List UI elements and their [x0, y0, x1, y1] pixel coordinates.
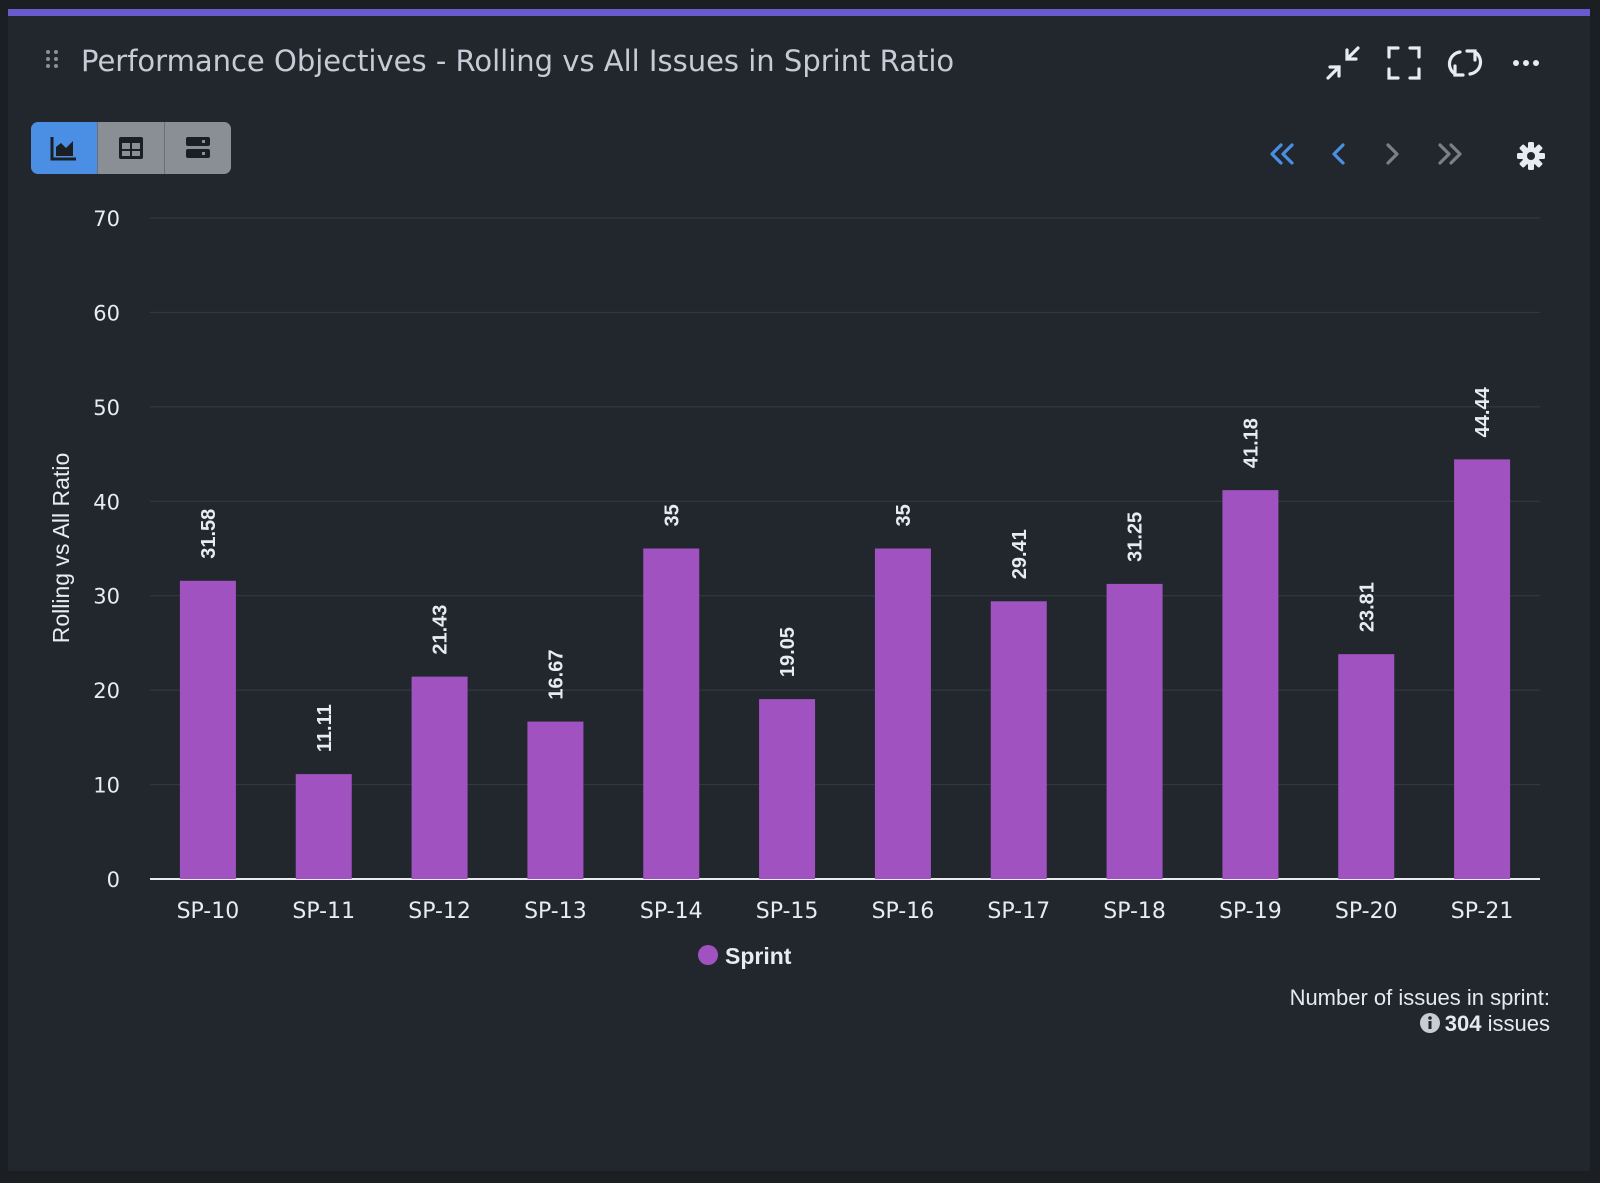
collapse-icon[interactable] — [1324, 44, 1362, 82]
last-page-icon[interactable] — [1434, 138, 1466, 170]
data-label: 23.81 — [1356, 582, 1378, 632]
legend: Sprint — [698, 943, 792, 969]
bar-sp-11[interactable] — [295, 774, 352, 879]
data-label: 29.41 — [1009, 529, 1031, 579]
y-tick-label: 40 — [93, 490, 120, 514]
x-tick-label: SP-18 — [1103, 899, 1166, 924]
bar-sp-12[interactable] — [411, 676, 468, 879]
issue-count-footer: Number of issues in sprint: 304 issues — [1290, 985, 1550, 1037]
data-label: 21.43 — [430, 605, 452, 655]
data-label: 44.44 — [1472, 386, 1494, 437]
bar-sp-18[interactable] — [1106, 583, 1163, 879]
bar-chart: 0 10 20 30 40 50 60 70 31.58 SP-10 11.11 SP-11 21.43… — [48, 207, 1540, 969]
y-tick-label: 20 — [93, 679, 120, 703]
bar-sp-10[interactable] — [179, 580, 236, 879]
drag-handle-icon[interactable] — [44, 48, 60, 74]
list-view-icon — [186, 137, 210, 158]
bar-sp-20[interactable] — [1338, 654, 1395, 879]
refresh-icon[interactable] — [1446, 44, 1484, 82]
bar-sp-17[interactable] — [990, 601, 1047, 879]
x-tick-label: SP-14 — [640, 899, 703, 924]
y-tick-label: 70 — [93, 207, 120, 231]
info-icon[interactable] — [1419, 1012, 1441, 1034]
chart-view-icon — [50, 137, 76, 161]
bar-sp-13[interactable] — [527, 721, 584, 879]
x-tick-label: SP-15 — [756, 899, 819, 924]
x-tick-label: SP-17 — [987, 899, 1050, 924]
next-page-icon[interactable] — [1376, 138, 1408, 170]
bar-sp-14[interactable] — [643, 548, 700, 880]
data-label: 41.18 — [1240, 418, 1262, 468]
x-tick-label: SP-10 — [177, 899, 240, 924]
y-tick-label: 30 — [93, 585, 120, 609]
y-tick-label: 0 — [107, 868, 120, 892]
more-icon[interactable] — [1507, 44, 1545, 82]
view-toggle — [31, 122, 231, 174]
chart-view-button[interactable] — [31, 122, 97, 174]
y-tick-label: 10 — [93, 774, 120, 798]
y-tick-label: 60 — [93, 301, 120, 325]
x-tick-label: SP-20 — [1335, 899, 1398, 924]
data-label: 35 — [893, 504, 915, 526]
panel-title: Performance Objectives - Rolling vs All … — [81, 44, 955, 78]
x-tick-label: SP-12 — [408, 899, 471, 924]
list-view-button[interactable] — [164, 122, 231, 174]
issue-count-value: 304 — [1444, 1011, 1482, 1036]
legend-label-sprint[interactable]: Sprint — [725, 943, 792, 969]
fullscreen-icon[interactable] — [1385, 44, 1423, 82]
issue-count-unit: issues — [1487, 1011, 1550, 1036]
first-page-icon[interactable] — [1266, 138, 1298, 170]
data-label: 31.25 — [1125, 512, 1147, 562]
bar-sp-19[interactable] — [1222, 490, 1279, 879]
bar-sp-16[interactable] — [874, 548, 931, 880]
data-label: 19.05 — [777, 627, 799, 677]
x-tick-label: SP-11 — [292, 899, 355, 924]
previous-page-icon[interactable] — [1323, 138, 1355, 170]
x-tick-label: SP-19 — [1219, 899, 1282, 924]
settings-icon[interactable] — [1515, 140, 1547, 172]
data-label: 31.58 — [198, 509, 220, 559]
data-label: 35 — [661, 504, 683, 526]
y-tick-label: 50 — [93, 396, 120, 420]
table-view-icon — [119, 137, 143, 159]
x-tick-label: SP-21 — [1451, 899, 1514, 924]
bar-sp-21[interactable] — [1454, 459, 1511, 879]
y-axis-title: Rolling vs All Ratio — [48, 453, 74, 643]
chart-panel — [8, 9, 1590, 1171]
table-view-button[interactable] — [97, 122, 164, 174]
data-label: 11.11 — [314, 704, 336, 752]
x-tick-label: SP-13 — [524, 899, 587, 924]
issue-count-label: Number of issues in sprint: — [1289, 985, 1550, 1010]
data-label: 16.67 — [545, 650, 567, 700]
bar-sp-15[interactable] — [759, 699, 816, 879]
legend-marker-sprint — [698, 945, 718, 965]
x-tick-label: SP-16 — [872, 899, 935, 924]
